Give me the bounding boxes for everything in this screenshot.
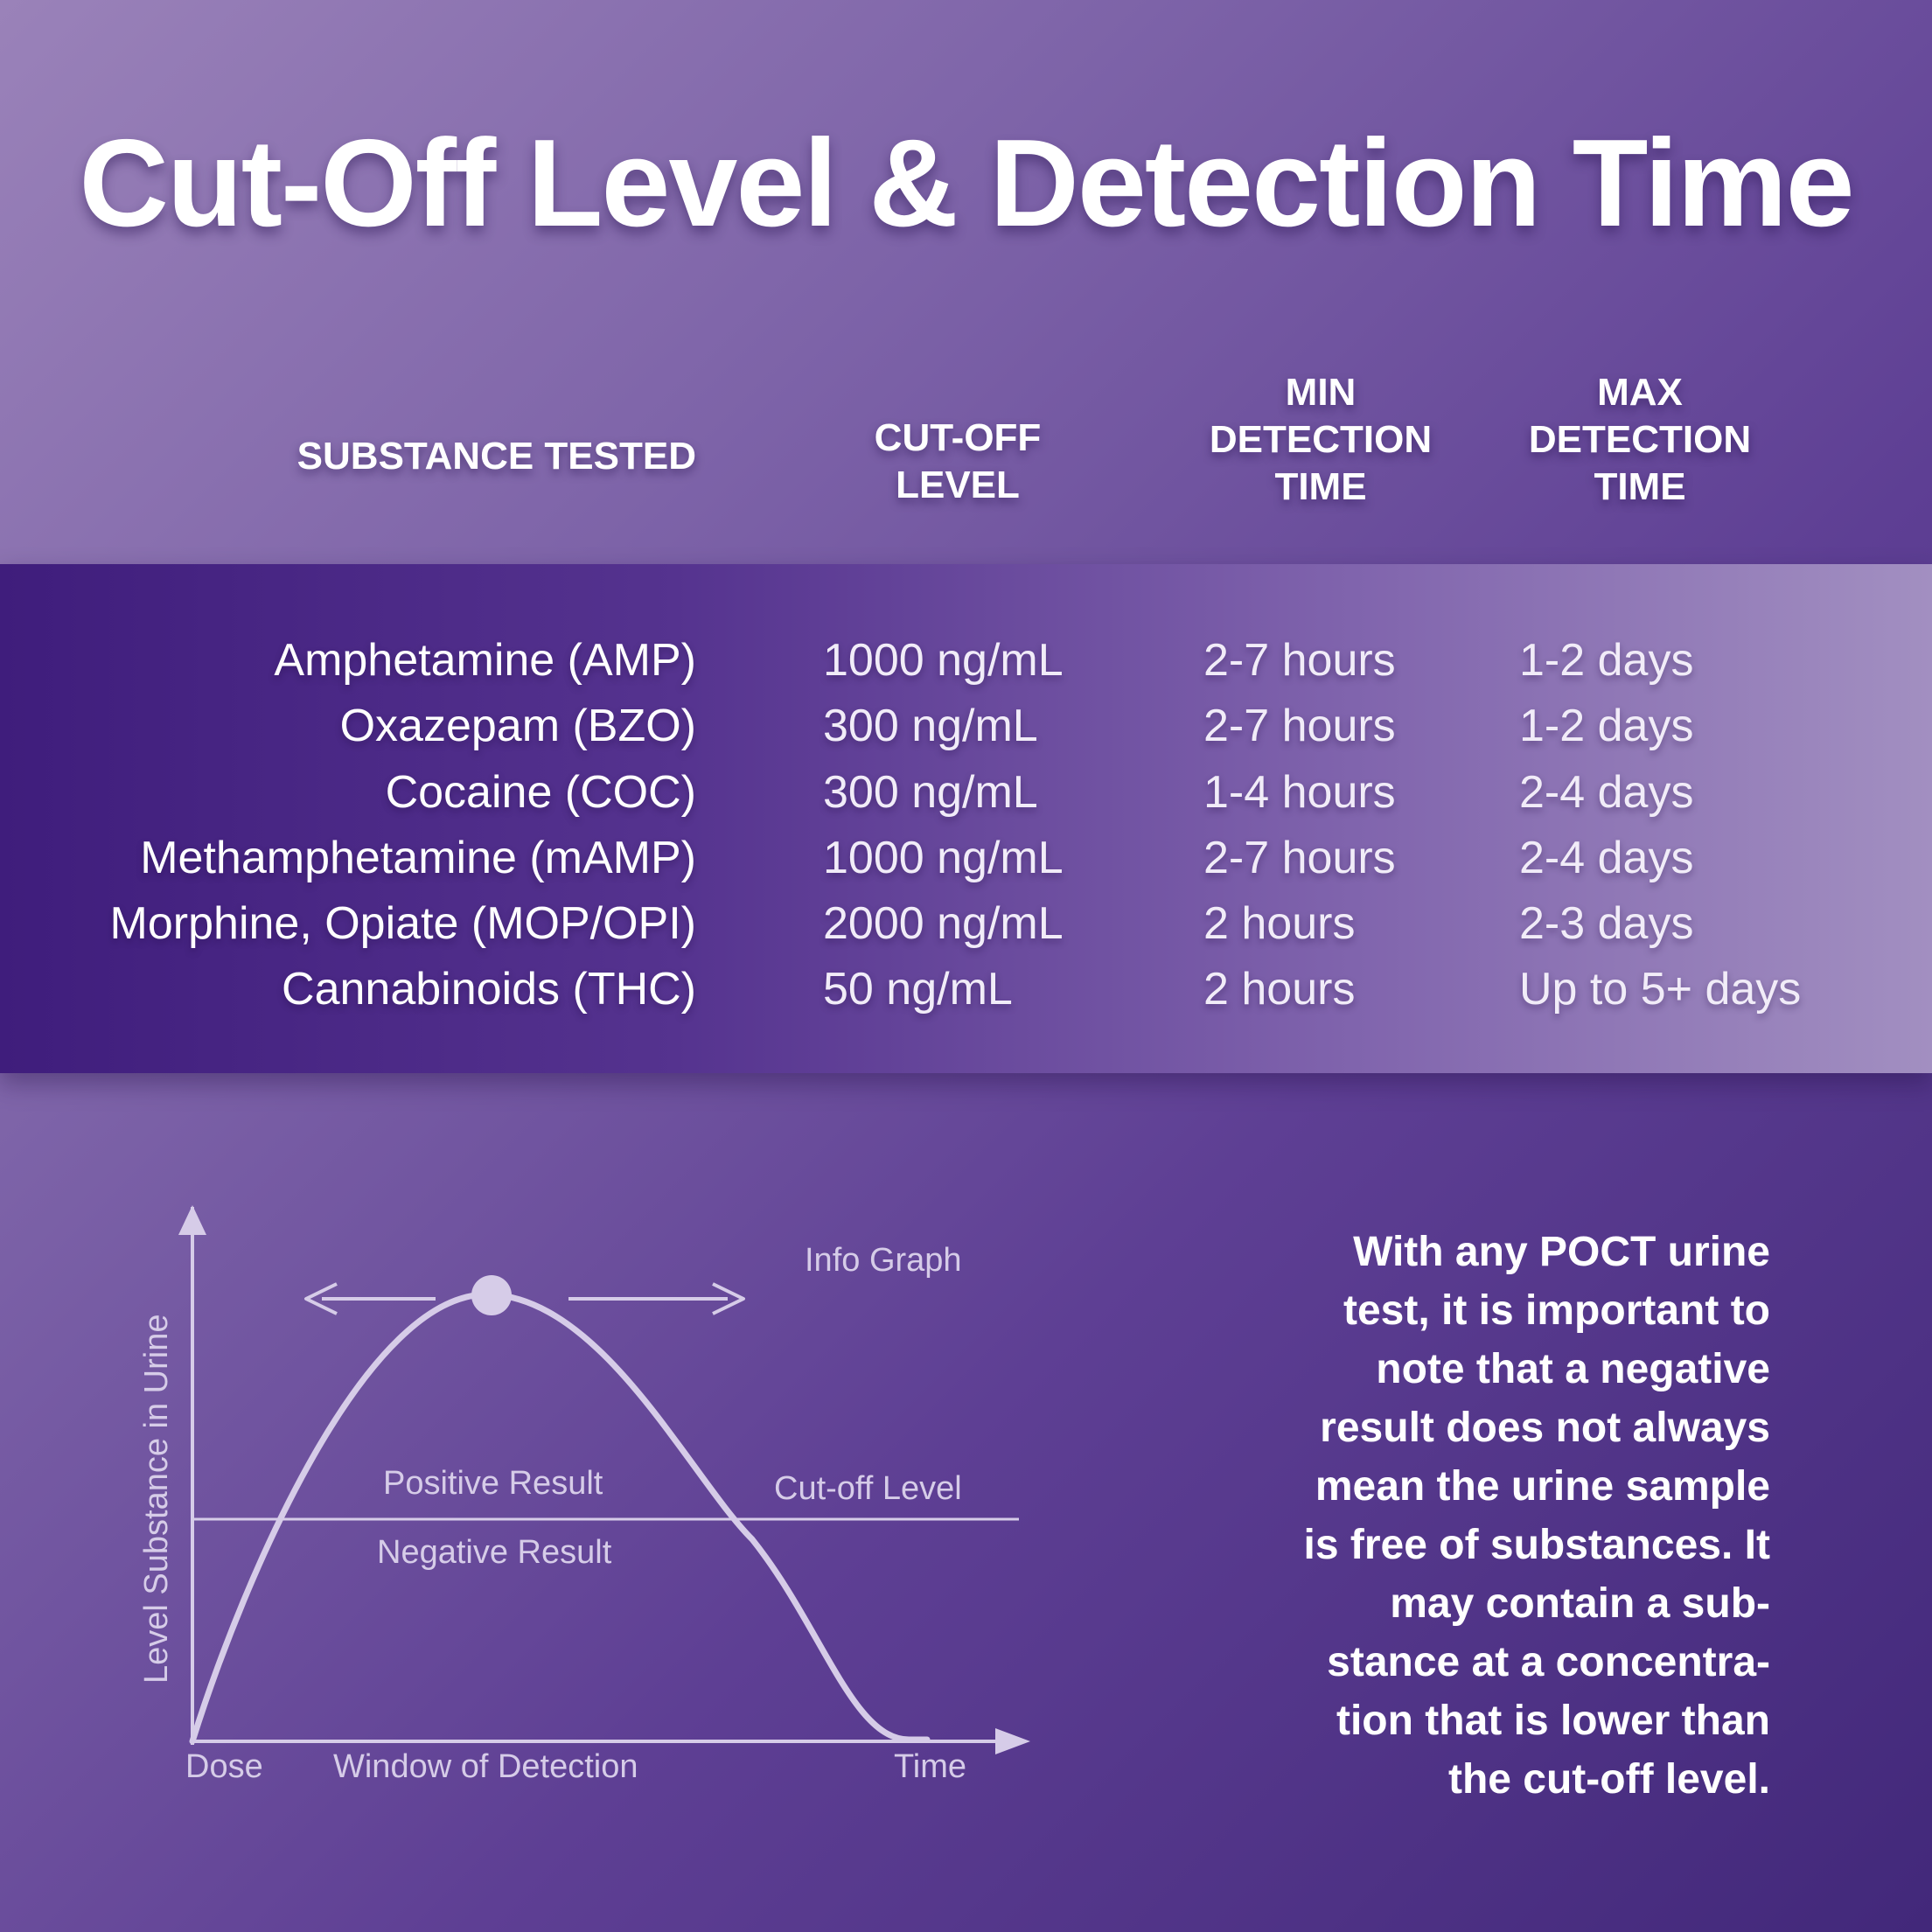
header-max-line2: DETECTION xyxy=(1528,418,1752,461)
cutoff-level: 1000 ng/mL xyxy=(823,635,1064,686)
table-band xyxy=(0,564,1932,1073)
table-row: Cannabinoids (THC) 50 ng/mL 2 hours Up t… xyxy=(0,957,1932,1022)
note-line: With any POCT urine xyxy=(1353,1229,1770,1275)
header-cutoff: CUT-OFF LEVEL xyxy=(866,415,1050,509)
table-row: Amphetamine (AMP) 1000 ng/mL 2-7 hours 1… xyxy=(0,628,1932,694)
min-detection-time: 2-7 hours xyxy=(1203,701,1396,752)
max-detection-time: 1-2 days xyxy=(1519,635,1694,686)
cutoff-level: 2000 ng/mL xyxy=(823,898,1064,950)
min-detection-time: 2-7 hours xyxy=(1203,635,1396,686)
header-substance: SUBSTANCE TESTED xyxy=(296,435,696,478)
negative-result-label: Negative Result xyxy=(377,1534,612,1571)
header-min-line2: DETECTION xyxy=(1209,418,1433,461)
max-detection-time: 2-4 days xyxy=(1519,766,1694,818)
header-max-detection: MAX DETECTION TIME xyxy=(1517,369,1762,511)
table-row: Oxazepam (BZO) 300 ng/mL 2-7 hours 1-2 d… xyxy=(0,694,1932,759)
note-line: note that a negative xyxy=(1376,1346,1770,1392)
concentration-curve xyxy=(189,1291,931,1745)
substance-name: Cocaine (COC) xyxy=(385,766,696,818)
table-row: Methamphetamine (mAMP) 1000 ng/mL 2-7 ho… xyxy=(0,826,1932,891)
note-line: is free of substances. It xyxy=(1303,1522,1770,1568)
cutoff-level: 300 ng/mL xyxy=(823,701,1038,752)
note-line: result does not always xyxy=(1320,1405,1770,1451)
window-of-detection-label: Window of Detection xyxy=(333,1748,638,1785)
header-cutoff-line1: CUT-OFF xyxy=(874,416,1042,459)
explanatory-note: With any POCT urine test, it is importan… xyxy=(1167,1223,1770,1809)
header-max-line3: TIME xyxy=(1594,465,1686,508)
cutoff-level-label: Cut-off Level xyxy=(774,1470,962,1507)
x-axis-arrowhead xyxy=(995,1728,1030,1754)
header-min-line3: TIME xyxy=(1274,465,1367,508)
note-line: may contain a sub- xyxy=(1390,1580,1770,1627)
positive-result-label: Positive Result xyxy=(383,1465,603,1502)
max-detection-time: Up to 5+ days xyxy=(1519,964,1802,1015)
y-axis-label: Level Substance in Urine xyxy=(138,1315,175,1684)
right-arrow-icon xyxy=(712,1282,745,1315)
max-detection-time: 2-3 days xyxy=(1519,898,1694,950)
max-detection-time: 2-4 days xyxy=(1519,832,1694,883)
table-row: Morphine, Opiate (MOP/OPI) 2000 ng/mL 2 … xyxy=(0,891,1932,957)
peak-marker xyxy=(471,1275,512,1315)
header-min-detection: MIN DETECTION TIME xyxy=(1198,369,1443,511)
substance-name: Oxazepam (BZO) xyxy=(339,701,696,752)
note-line: the cut-off level. xyxy=(1447,1756,1770,1803)
header-min-line1: MIN xyxy=(1285,371,1357,414)
y-axis-arrowhead xyxy=(178,1205,206,1235)
substance-name: Cannabinoids (THC) xyxy=(282,964,696,1015)
dose-label: Dose xyxy=(185,1748,263,1785)
cutoff-level: 50 ng/mL xyxy=(823,964,1013,1015)
detection-info-graph: Info Graph Positive Result Negative Resu… xyxy=(0,1163,1093,1845)
min-detection-time: 2 hours xyxy=(1203,964,1356,1015)
page-title: Cut-Off Level & Detection Time xyxy=(79,114,1854,253)
left-arrow-icon xyxy=(304,1282,338,1315)
cutoff-level: 300 ng/mL xyxy=(823,766,1038,818)
note-line: mean the urine sample xyxy=(1315,1463,1770,1510)
substance-name: Morphine, Opiate (MOP/OPI) xyxy=(109,898,696,950)
substance-name: Methamphetamine (mAMP) xyxy=(140,832,696,883)
min-detection-time: 1-4 hours xyxy=(1203,766,1396,818)
time-label: Time xyxy=(894,1748,966,1785)
min-detection-time: 2-7 hours xyxy=(1203,832,1396,883)
min-detection-time: 2 hours xyxy=(1203,898,1356,950)
note-line: test, it is important to xyxy=(1343,1287,1770,1334)
table-row: Cocaine (COC) 300 ng/mL 1-4 hours 2-4 da… xyxy=(0,760,1932,826)
cutoff-level: 1000 ng/mL xyxy=(823,832,1064,883)
substance-name: Amphetamine (AMP) xyxy=(274,635,696,686)
header-max-line1: MAX xyxy=(1597,371,1683,414)
note-line: tion that is lower than xyxy=(1336,1698,1770,1744)
header-cutoff-line2: LEVEL xyxy=(896,464,1020,506)
substance-table: Amphetamine (AMP) 1000 ng/mL 2-7 hours 1… xyxy=(0,628,1932,1023)
note-line: stance at a concentra- xyxy=(1327,1639,1770,1685)
max-detection-time: 1-2 days xyxy=(1519,701,1694,752)
info-graph-label: Info Graph xyxy=(805,1242,962,1279)
